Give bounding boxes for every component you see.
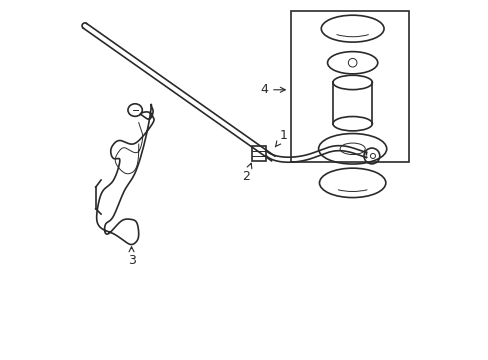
Bar — [290, 12, 408, 162]
Text: 1: 1 — [275, 129, 287, 147]
Text: 2: 2 — [242, 163, 251, 183]
Bar — [252, 145, 265, 161]
Text: 4: 4 — [260, 83, 285, 96]
Text: 3: 3 — [127, 247, 135, 267]
